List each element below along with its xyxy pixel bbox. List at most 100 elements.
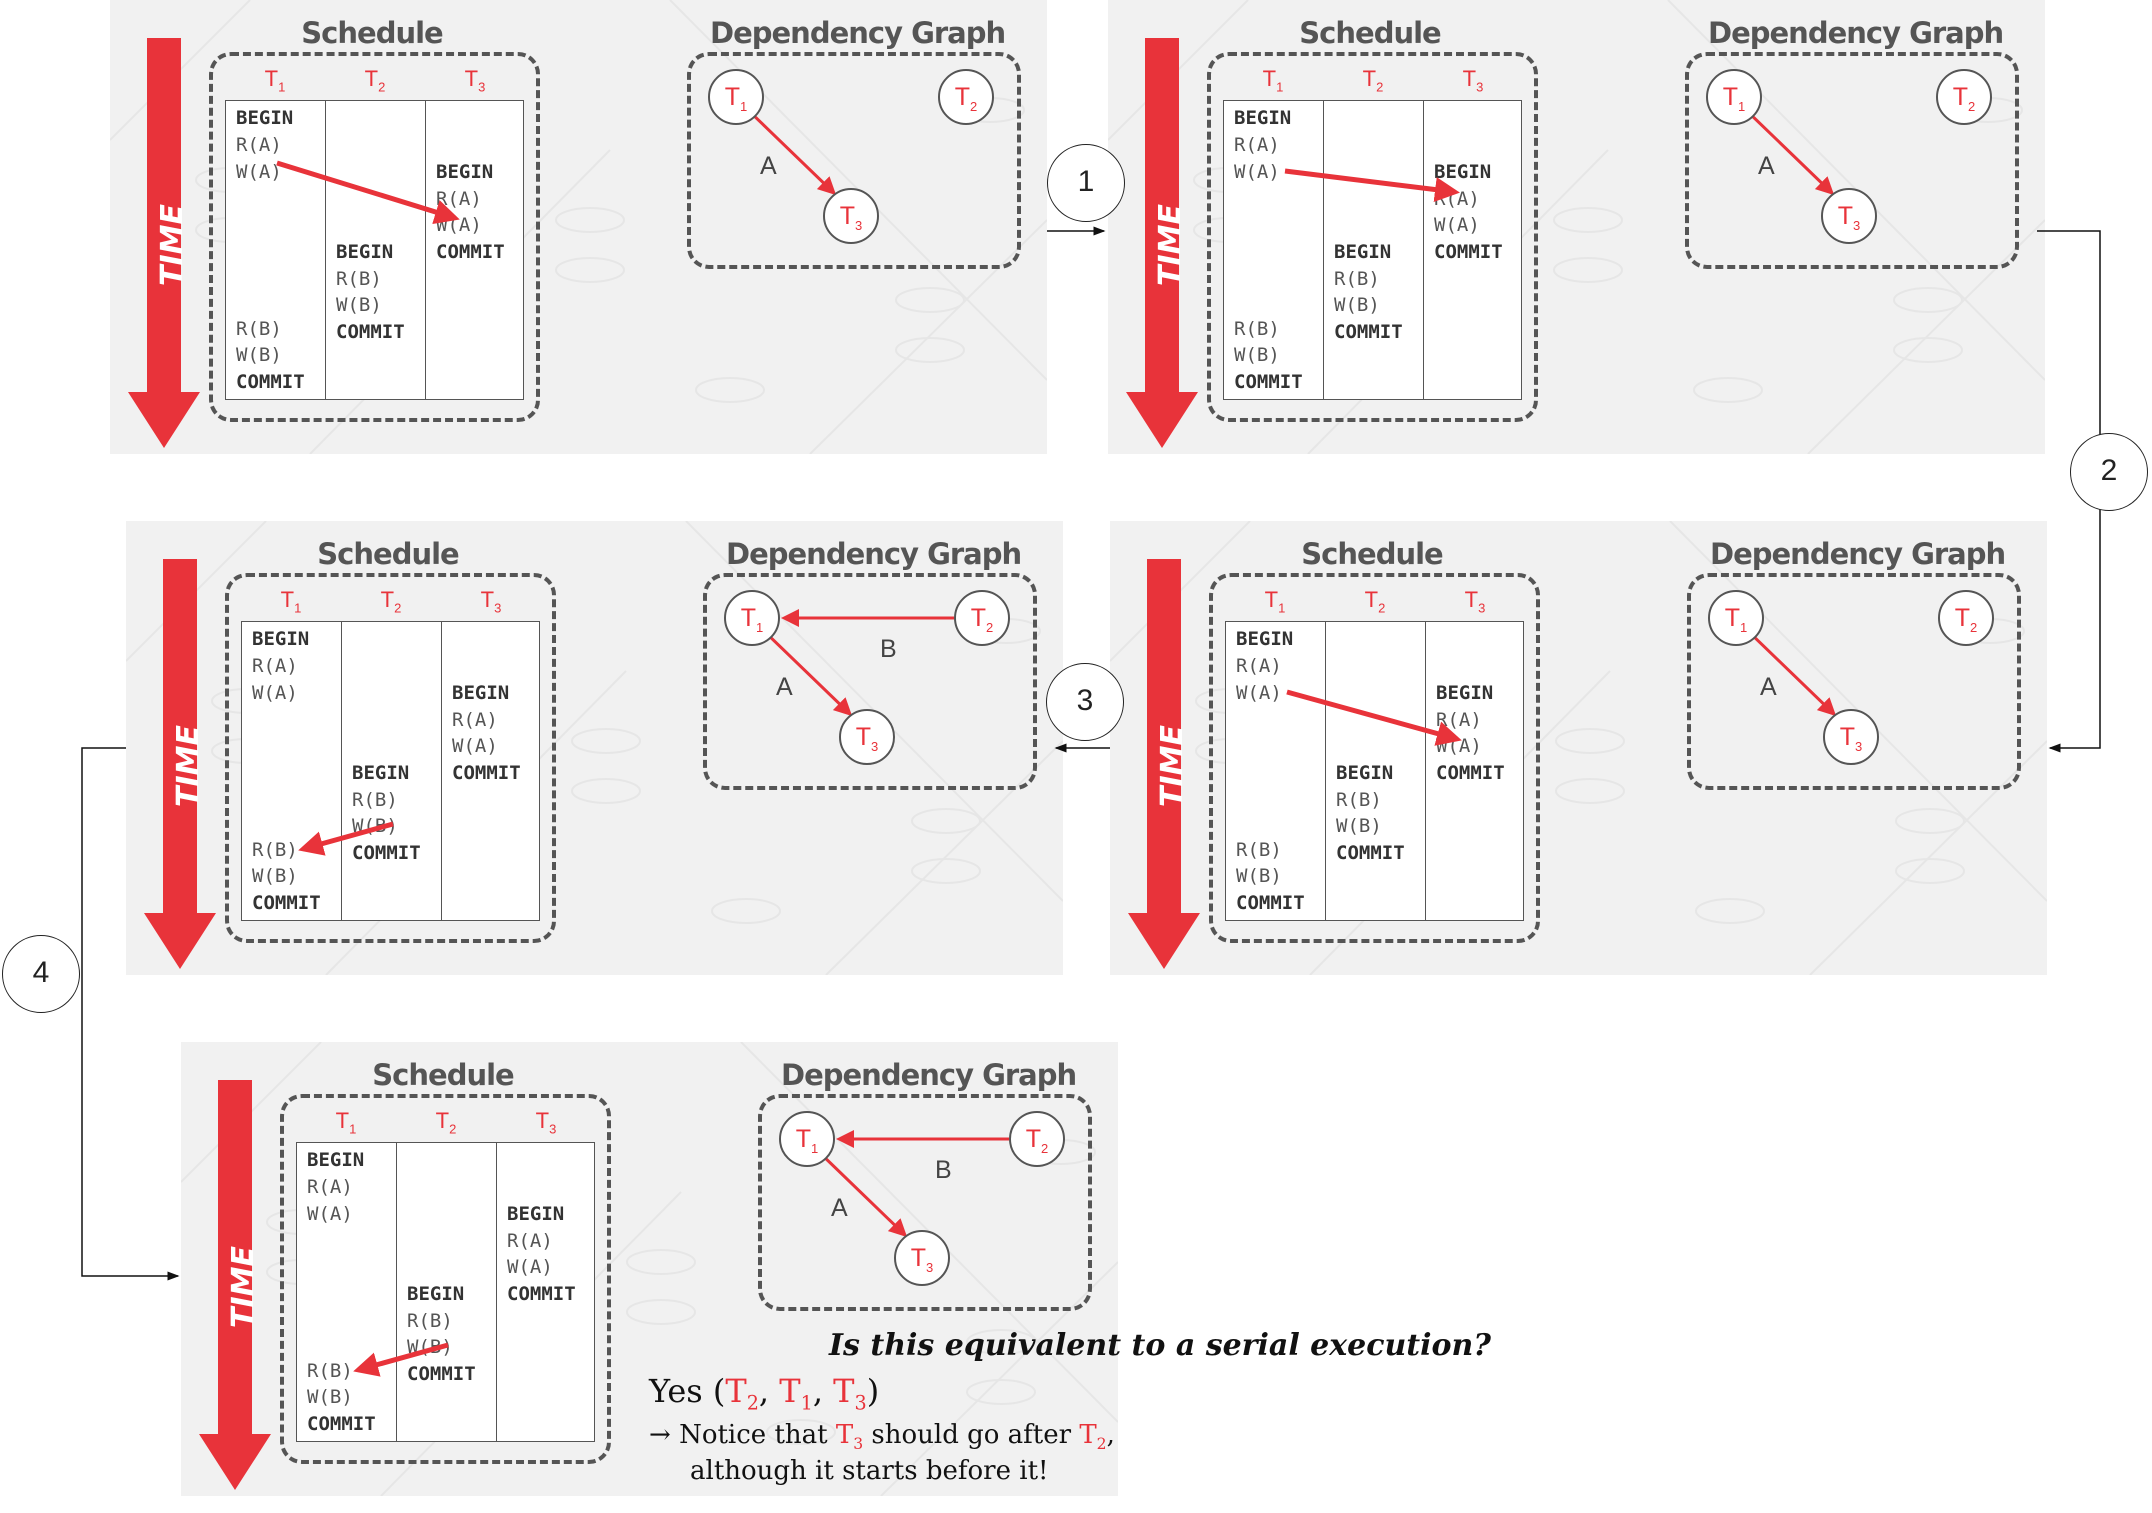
txn-header-t3: T3 [1464, 587, 1486, 616]
dependency-graph-box [703, 573, 1037, 790]
t1-commit: COMMIT [252, 892, 321, 914]
conflict-line [1286, 689, 1462, 746]
t1-write-a: W(A) [252, 682, 298, 704]
edge-label-a: A [1760, 673, 1777, 701]
schedule-title: Schedule [1301, 537, 1443, 571]
graph-node-t3: T3 [1821, 188, 1877, 244]
diagram-panel-2: TIME Schedule Dependency Graph T1 T2 T3 … [1108, 0, 2045, 454]
graph-edges [746, 108, 837, 196]
dependency-graph-title: Dependency Graph [781, 1058, 1077, 1092]
graph-edges [1744, 108, 1835, 196]
graph-node-t3: T3 [1823, 709, 1879, 765]
t2-write-b: W(B) [1336, 815, 1382, 837]
txn-header-t1: T1 [335, 1108, 357, 1137]
schedule-title: Schedule [301, 16, 443, 50]
t3-write-a: W(A) [1434, 214, 1480, 236]
t2-read-b: R(B) [336, 268, 382, 290]
t2-commit: COMMIT [352, 842, 421, 864]
graph-node-t1: T1 [724, 590, 780, 646]
schedule-box [280, 1094, 611, 1464]
graph-node-t2: T2 [954, 590, 1010, 646]
time-label: TIME [226, 1246, 261, 1328]
t1-write-b: W(B) [307, 1386, 353, 1408]
schedule-box [225, 573, 556, 943]
graph-node-t1: T1 [1708, 590, 1764, 646]
t1-read-b: R(B) [1234, 318, 1280, 340]
txn-header-t2: T2 [364, 66, 386, 95]
txn-header-t3: T3 [464, 66, 486, 95]
t3-read-a: R(A) [452, 709, 498, 731]
graph-edges [817, 1130, 1009, 1238]
conflict-line [353, 1342, 449, 1377]
conflict-arrow [276, 160, 460, 225]
edge-label-b: B [935, 1156, 952, 1184]
t1-commit: COMMIT [1236, 892, 1305, 914]
time-label: TIME [155, 204, 190, 286]
t3-write-a: W(A) [507, 1256, 553, 1278]
t1-begin: BEGIN [307, 1149, 365, 1171]
conclusion-question: Is this equivalent to a serial execution… [829, 1328, 1491, 1363]
t3-begin: BEGIN [436, 161, 494, 183]
t1-begin: BEGIN [236, 107, 294, 129]
schedule-table: BEGIN R(A) W(A) R(B) W(B) COMMIT BEGIN R… [296, 1142, 595, 1442]
time-label: TIME [1155, 725, 1190, 807]
schedule-title: Schedule [317, 537, 459, 571]
t1-write-b: W(B) [236, 344, 282, 366]
conclusion-notice-line2: although it starts before it! [690, 1456, 1049, 1486]
t3-commit: COMMIT [1434, 241, 1503, 263]
conflict-arrow [298, 821, 394, 856]
svg-text:TIME: TIME [1155, 725, 1190, 807]
conclusion-notice: → Notice that T3 should go after T2, [649, 1420, 1115, 1454]
graph-edges [762, 609, 954, 717]
t1-read-b: R(B) [1236, 839, 1282, 861]
graph-edge-t1-t3 [746, 108, 837, 196]
txn-header-t1: T1 [1262, 66, 1284, 95]
graph-node-t2: T2 [938, 69, 994, 125]
schedule-box [209, 52, 540, 422]
dependency-graph-title: Dependency Graph [1710, 537, 2006, 571]
dependency-graph-box [1687, 573, 2021, 790]
schedule-table: BEGIN R(A) W(A) R(B) W(B) COMMIT BEGIN R… [241, 621, 540, 921]
txn-header-t2: T2 [380, 587, 402, 616]
dependency-graph-box [758, 1094, 1092, 1311]
t2-commit: COMMIT [407, 1363, 476, 1385]
conflict-arrow [1286, 689, 1462, 746]
t1-commit: COMMIT [1234, 371, 1303, 393]
graph-edge-t1-t3 [1744, 108, 1835, 196]
step-3-marker: 3 [1046, 663, 1124, 741]
txn-header-t3: T3 [1462, 66, 1484, 95]
t1-begin: BEGIN [1234, 107, 1292, 129]
dependency-graph-box [1685, 52, 2019, 269]
t2-commit: COMMIT [1334, 321, 1403, 343]
t1-read-b: R(B) [236, 318, 282, 340]
diagram-panel-5: TIME Schedule Dependency Graph T1 T2 T3 … [181, 1042, 1118, 1496]
graph-edge-t1-t3 [1746, 629, 1837, 717]
t3-write-a: W(A) [452, 735, 498, 757]
schedule-table: BEGIN R(A) W(A) R(B) W(B) COMMIT BEGIN R… [225, 100, 524, 400]
t3-begin: BEGIN [1436, 682, 1494, 704]
graph-node-t1: T1 [708, 69, 764, 125]
t1-write-b: W(B) [1236, 865, 1282, 887]
conflict-line [1284, 168, 1460, 202]
t2-begin: BEGIN [336, 241, 394, 263]
t2-write-b: W(B) [336, 294, 382, 316]
txn-header-t2: T2 [1364, 587, 1386, 616]
t3-begin: BEGIN [452, 682, 510, 704]
t3-begin: BEGIN [507, 1203, 565, 1225]
t1-write-a: W(A) [236, 161, 282, 183]
t3-commit: COMMIT [452, 762, 521, 784]
txn-header-t1: T1 [280, 587, 302, 616]
time-label: TIME [1153, 204, 1188, 286]
t2-read-b: R(B) [407, 1310, 453, 1332]
txn-header-t3: T3 [535, 1108, 557, 1137]
dependency-graph-box [687, 52, 1021, 269]
t1-commit: COMMIT [236, 371, 305, 393]
t2-read-b: R(B) [1334, 268, 1380, 290]
svg-text:TIME: TIME [226, 1246, 261, 1328]
t1-read-a: R(A) [307, 1176, 353, 1198]
conflict-line [298, 821, 394, 856]
conflict-arrow [1284, 168, 1460, 202]
graph-node-t1: T1 [779, 1111, 835, 1167]
edge-label-b: B [880, 635, 897, 663]
t3-read-a: R(A) [507, 1230, 553, 1252]
